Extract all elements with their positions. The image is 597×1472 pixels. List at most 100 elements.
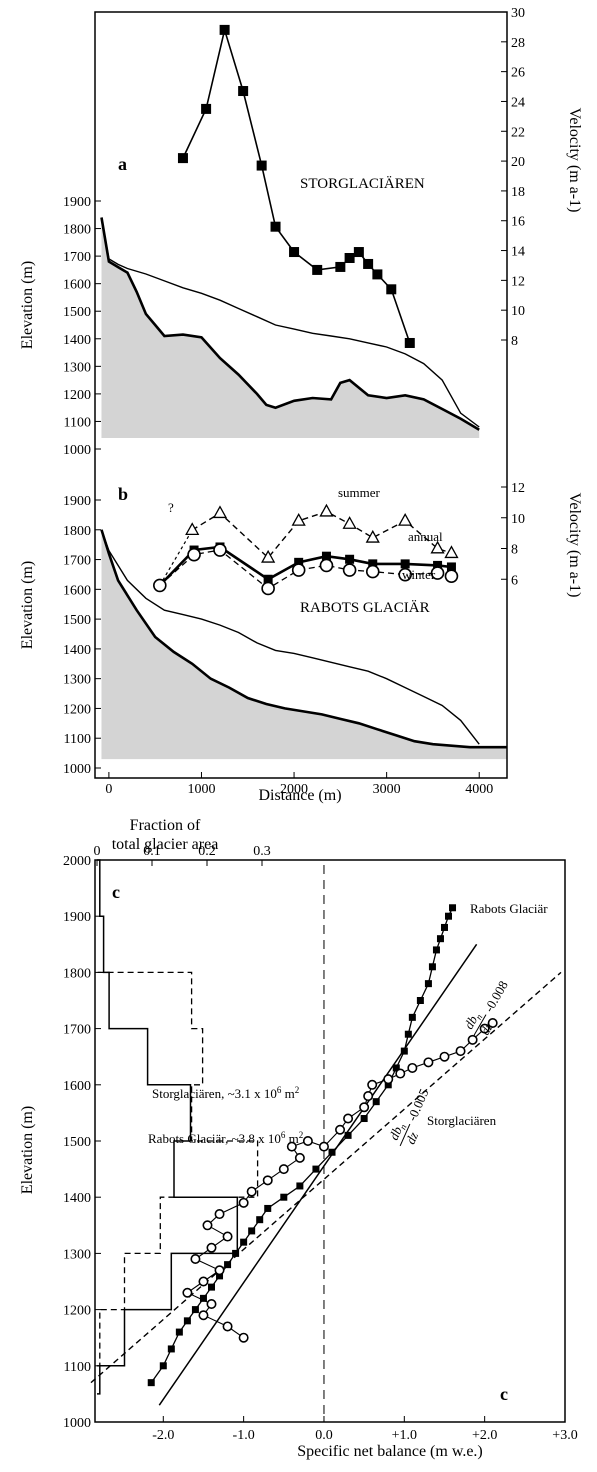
panel-a-vel-tick-label: 24	[511, 95, 525, 110]
panel-c-rabots-balance-point	[440, 923, 448, 931]
panel-c-label-bottom: c	[500, 1384, 508, 1404]
panel-a-elev-tick-label: 1800	[63, 223, 91, 238]
panel-c-rabots-balance-point	[400, 1047, 408, 1055]
panel-b-summer-point	[430, 540, 445, 554]
panel-b-summer-point	[342, 516, 357, 529]
panel-b-elev-tick-label: 1800	[63, 524, 91, 539]
panel-c-storg-area-label: Storglaciären, ~3.1 x 106 m2	[152, 1085, 299, 1101]
panel-a-vel-tick-label: 18	[511, 185, 525, 200]
panel-b-question-mark: ?	[168, 500, 174, 515]
panel-c-storg-balance-point	[182, 1287, 193, 1298]
panel-b-winter-point	[398, 567, 412, 582]
panel-c-balance-tick-label: -1.0	[233, 1428, 255, 1443]
panel-c-rabots-balance-point	[372, 1098, 380, 1106]
panel-c-rabots-balance-point	[280, 1193, 288, 1201]
panel-c-storg-balance-point	[238, 1197, 249, 1208]
panel-a-vel-tick-label: 28	[511, 36, 525, 51]
panel-ab-frame	[94, 11, 508, 779]
panel-b-annual-point	[433, 560, 443, 570]
panel-b-dist-tick-label: 1000	[187, 782, 215, 797]
panel-c-storg-balance-point	[302, 1136, 313, 1147]
panel-c-storg-balance-point	[238, 1332, 249, 1343]
panel-b-winter-point	[365, 564, 380, 579]
panel-c-fraction-tick-label: 0.2	[198, 844, 216, 859]
panel-c-rabots-balance-point	[344, 1131, 352, 1139]
panel-c-rabots-balance-point	[445, 912, 453, 920]
panel-b-bed-line	[100, 529, 507, 749]
svg-text:dbn: dbn	[386, 1120, 409, 1143]
panel-a-elev-tick-label: 1100	[64, 415, 91, 430]
panel-c-storg-balance-point	[198, 1276, 209, 1287]
panel-a-elev-tick-label: 1200	[63, 388, 91, 403]
panel-b-winter-point	[187, 547, 201, 562]
panel-a-vel-tick-label: 20	[511, 155, 525, 170]
panel-c-storg-balance-point	[202, 1220, 213, 1231]
panel-c-rabots-balance-point	[191, 1306, 199, 1314]
panel-c-rabots-balance-point	[296, 1182, 304, 1190]
panel-c-storg-balance-point	[455, 1046, 466, 1057]
panel-c-rabots-balance-point	[256, 1216, 264, 1224]
panel-a-velocity-point	[289, 247, 300, 258]
panel-c-rabots-balance-point	[392, 1064, 400, 1072]
panel-b-winter-line	[159, 549, 452, 590]
panel-c-storg-balance-point	[367, 1079, 378, 1090]
panel-b-dist-tick-label: 2000	[280, 782, 308, 797]
panel-b-dist-tick-label: 0	[105, 782, 112, 797]
panel-c-storg-balance-point	[198, 1310, 209, 1321]
panel-b-surface-line	[100, 529, 480, 745]
panel-c-storg-balance-point	[190, 1254, 201, 1265]
panel-b-elev-tick-label: 1400	[63, 643, 91, 658]
panel-c-label-top: c	[112, 882, 120, 902]
panel-c-top-label-2: total glacier area	[112, 836, 219, 853]
panel-c-rabots-balance-point	[428, 963, 436, 971]
svg-text:-0.008: -0.008	[481, 978, 511, 1015]
panel-c-storg-balance-point	[479, 1023, 490, 1034]
panel-a-elev-tick-label: 1400	[63, 333, 91, 348]
panel-a-velocity-point	[363, 258, 374, 269]
panel-b-dist-tick-label: 3000	[373, 782, 401, 797]
panel-c-rabots-balance-point	[404, 1030, 412, 1038]
panel-b-winter-point	[261, 581, 275, 596]
panel-c-balance-tick-label: -2.0	[152, 1428, 174, 1443]
panel-c-balance-tick-label: +2.0	[472, 1428, 497, 1443]
panel-c-storg-balance-point	[467, 1034, 478, 1045]
panel-c-rabots-balance-point	[248, 1227, 256, 1235]
panel-a-vel-tick-label: 22	[511, 125, 525, 140]
panel-a-vel-tick-label: 12	[511, 274, 525, 289]
panel-a-elev-tick-label: 1300	[63, 360, 91, 375]
panel-c-rabots-balance-point	[416, 997, 424, 1004]
panel-c-storg-balance-point	[407, 1062, 418, 1073]
panel-c-rabots-balance-point	[175, 1328, 183, 1336]
panel-c-rabots-area-label: Rabots Glaciär, ~3.8 x 106 m2	[148, 1130, 303, 1146]
panel-a-elev-tick-label: 1900	[63, 195, 91, 210]
panel-c-storg-balance-point	[222, 1321, 233, 1332]
panel-c-rabots-balance-point	[328, 1148, 336, 1156]
panel-c-rabots-balance-point	[449, 904, 457, 912]
panel-c-storg-balance-point	[286, 1141, 297, 1152]
panel-c-storg-balance-point	[262, 1175, 273, 1186]
panel-a-elev-tick-label: 1500	[63, 305, 91, 320]
panel-c-elev-tick-label: 1800	[63, 966, 91, 981]
panel-b-elev-tick-label: 1900	[63, 494, 91, 509]
panel-a-velocity-point	[256, 160, 267, 171]
panel-c-fraction-tick-label: 0.1	[143, 844, 161, 859]
panel-c-rabots-balance-point	[384, 1081, 392, 1089]
panel-c-storg-balance-line	[186, 1022, 494, 1339]
panel-b-winter-point	[430, 566, 445, 580]
panel-c-storg-balance-point	[214, 1209, 225, 1220]
panel-c-storg-balance-point	[343, 1113, 354, 1124]
panel-b-annual-point	[345, 554, 355, 564]
panel-b-annual-point	[321, 551, 331, 561]
panel-c-storg-fit-line	[90, 971, 562, 1384]
panel-a-velocity-point	[404, 337, 415, 348]
panel-c-rabots-balance-point	[199, 1294, 207, 1302]
panel-b-dist-tick-label: 4000	[465, 782, 493, 797]
panel-a-velocity-point	[353, 247, 364, 258]
panel-c-rabots-balance-point	[240, 1238, 248, 1246]
panel-a-bed-fill	[101, 217, 480, 438]
panel-c-elev-tick-label: 1300	[63, 1247, 91, 1262]
panel-c-elev-tick-label: 1200	[63, 1304, 91, 1319]
panel-b-vel-tick-label: 10	[511, 512, 525, 527]
panel-b-ylabel: Elevation (m)	[19, 561, 36, 649]
panel-c-xlabel: Specific net balance (m w.e.)	[297, 1443, 483, 1460]
